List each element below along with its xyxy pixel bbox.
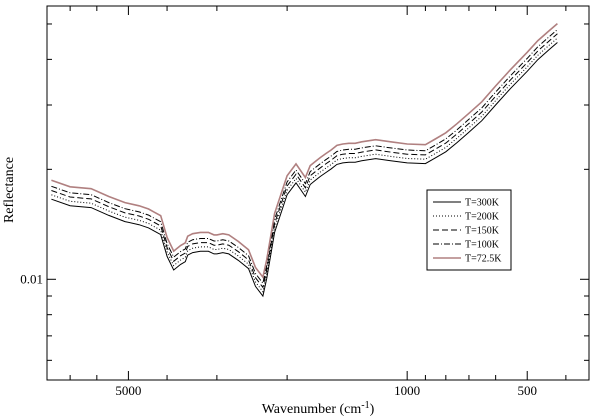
legend-label-3: T=100K — [465, 240, 500, 251]
series-line-3 — [51, 29, 558, 285]
tick-labels: 5000 1000 500 0.01 — [20, 271, 537, 398]
x-tick-label-500: 500 — [517, 383, 537, 398]
series-line-1 — [51, 37, 558, 293]
x-axis-label-sup: -1 — [361, 400, 369, 411]
plot-frame — [46, 5, 590, 381]
y-tick-label-0.01: 0.01 — [20, 271, 43, 286]
x-tick-label-1000: 1000 — [394, 383, 420, 398]
legend-label-0: T=300K — [465, 198, 500, 209]
x-axis-label: Wavenumber (cm-1) — [262, 400, 375, 417]
x-axis-label-main: Wavenumber (cm — [262, 402, 362, 417]
axes-layer — [46, 5, 590, 381]
legend-box — [426, 189, 512, 271]
series-line-4 — [51, 22, 558, 280]
y-axis-label: Reflectance — [2, 157, 17, 223]
series-layer — [51, 22, 558, 298]
legend-label-2: T=150K — [465, 226, 500, 237]
legend-label-4: T=72.5K — [465, 254, 502, 265]
legend-label-1: T=200K — [465, 212, 500, 223]
x-axis-label-close: ) — [370, 402, 375, 417]
series-line-2 — [51, 33, 558, 289]
x-tick-label-5000: 5000 — [115, 383, 141, 398]
series-line-0 — [51, 42, 558, 298]
legend: T=300K T=200K T=150K T=100K T=72.5K — [426, 189, 512, 271]
